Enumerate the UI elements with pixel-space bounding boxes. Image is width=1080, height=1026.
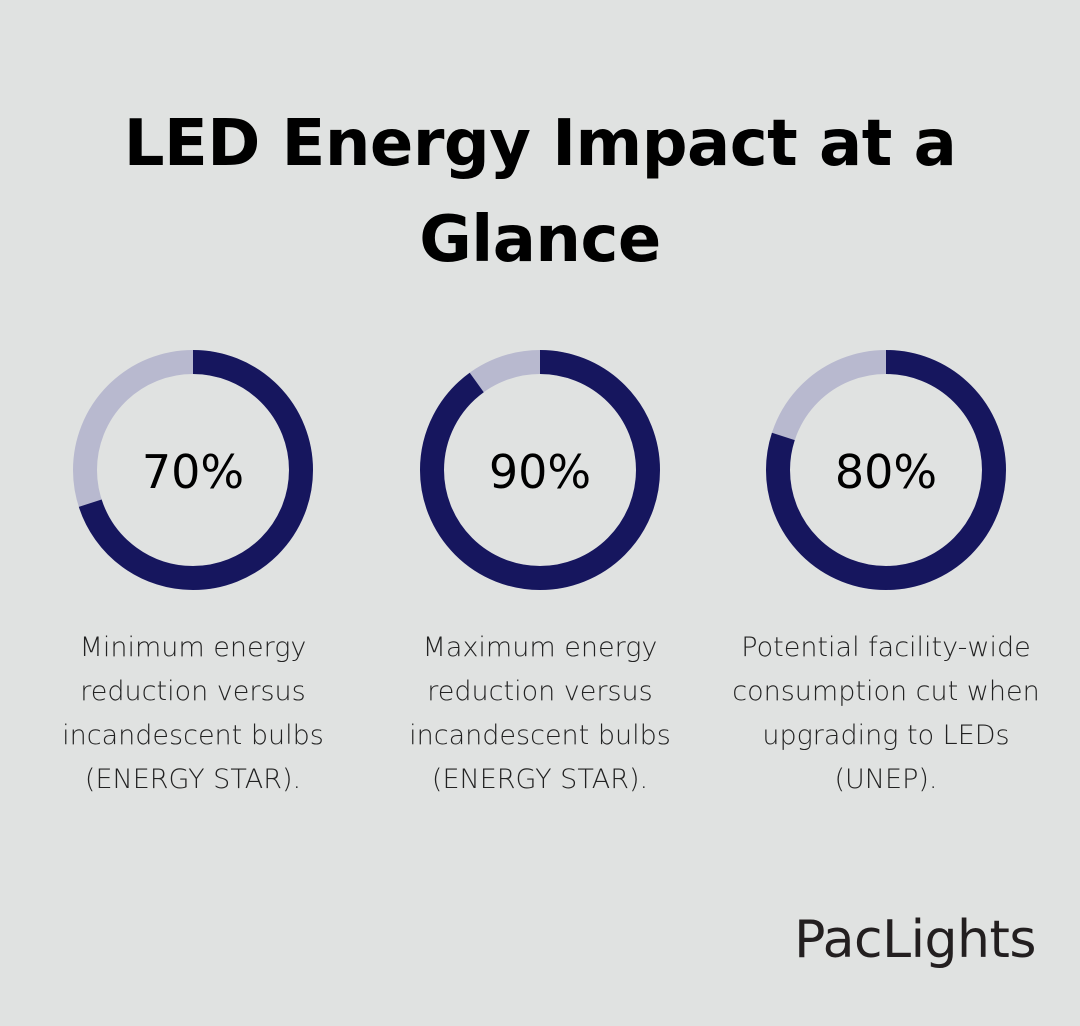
donut-value-segment [420,350,660,590]
donut-value-segment [73,350,313,590]
donut-value-segment [766,350,1006,590]
stat-description: Maximum energy reduction versus incandes… [409,632,671,795]
stat-value: 70% [141,445,245,499]
stat-description: Minimum energy reduction versus incandes… [62,632,324,795]
paclights-logo: PacLights [794,910,1036,970]
donut-chart-1 [73,350,313,590]
page-title: LED Energy Impact at a Glance [123,107,957,277]
donut-chart-3 [766,350,1006,590]
stat-value: 90% [488,445,592,499]
stat-value: 80% [834,445,938,499]
donut-chart-2 [420,350,660,590]
stat-description: Potential facility-wide consumption cut … [732,632,1040,795]
